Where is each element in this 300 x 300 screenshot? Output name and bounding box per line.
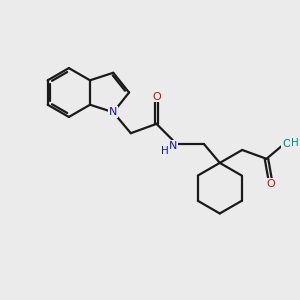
Text: N: N [109, 107, 117, 117]
Text: O: O [266, 179, 275, 189]
Text: O: O [152, 92, 161, 102]
Text: H: H [161, 146, 169, 155]
Text: N: N [169, 141, 178, 151]
Text: H: H [291, 138, 299, 148]
Text: O: O [282, 139, 291, 148]
